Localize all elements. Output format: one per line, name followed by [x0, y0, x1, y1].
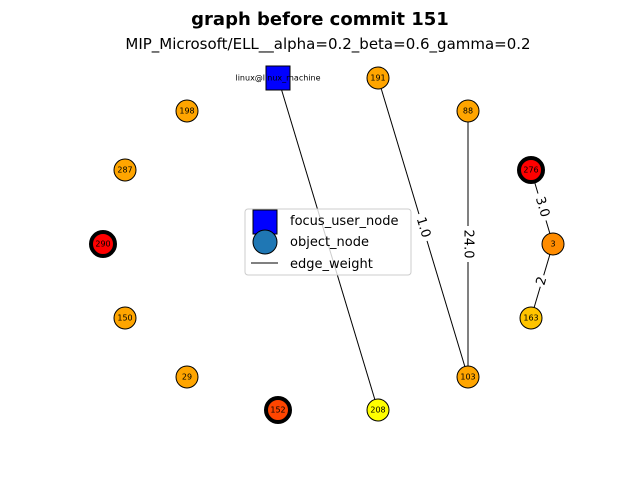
object-node-163: 163: [520, 307, 542, 329]
object-node-label: 163: [523, 314, 538, 323]
object-node-label: 103: [460, 373, 475, 382]
edge-weight-label-88-103: 24.0: [460, 226, 476, 262]
object-node-label: 191: [370, 74, 385, 83]
figure-subtitle: MIP_Microsoft/ELL__alpha=0.2_beta=0.6_ga…: [125, 35, 530, 54]
legend-label-focus-user: focus_user_node: [290, 214, 399, 229]
object-node-label: 276: [523, 166, 538, 175]
edge-weight-text: 24.0: [461, 230, 476, 259]
legend-label-edge-weight: edge_weight: [290, 257, 373, 272]
object-node-150: 150: [114, 307, 136, 329]
object-node-208: 208: [367, 399, 389, 421]
legend-circle-icon: [253, 230, 277, 254]
object-node-29: 29: [176, 366, 198, 388]
edge-weight-label-191-103: 1.0: [411, 212, 434, 243]
object-node-label: 287: [117, 166, 132, 175]
object-node-label: 29: [182, 373, 192, 382]
object-node-label: 198: [179, 107, 194, 116]
object-node-label: 150: [117, 314, 132, 323]
focus-user-label: linux@linux_machine: [235, 74, 320, 83]
object-node-label: 208: [370, 406, 385, 415]
object-node-label: 88: [463, 107, 473, 116]
object-node-label: 290: [95, 240, 110, 249]
edge-labels-layer: 1.0 24.0 3.0 2: [411, 191, 553, 289]
legend: focus_user_node object_node edge_weight: [245, 209, 411, 275]
object-node-290: 290: [91, 232, 115, 256]
edge-weight-text: 3.0: [532, 195, 552, 219]
focus-user-node: linux@linux_machine: [235, 66, 320, 90]
object-node-152: 152: [266, 398, 290, 422]
object-node-label: 3: [550, 240, 555, 249]
edge-weight-label-3-163: 2: [533, 273, 552, 289]
object-node-label: 152: [270, 406, 285, 415]
object-node-287: 287: [114, 159, 136, 181]
object-node-191: 191: [367, 67, 389, 89]
edge-weight-label-276-3: 3.0: [530, 191, 553, 222]
object-node-3: 3: [542, 233, 564, 255]
object-node-88: 88: [457, 100, 479, 122]
edge-weight-text: 1.0: [413, 215, 433, 239]
object-node-198: 198: [176, 100, 198, 122]
object-node-276: 276: [519, 158, 543, 182]
legend-label-object-node: object_node: [290, 235, 369, 250]
figure-title: graph before commit 151: [191, 9, 449, 30]
object-node-103: 103: [457, 366, 479, 388]
